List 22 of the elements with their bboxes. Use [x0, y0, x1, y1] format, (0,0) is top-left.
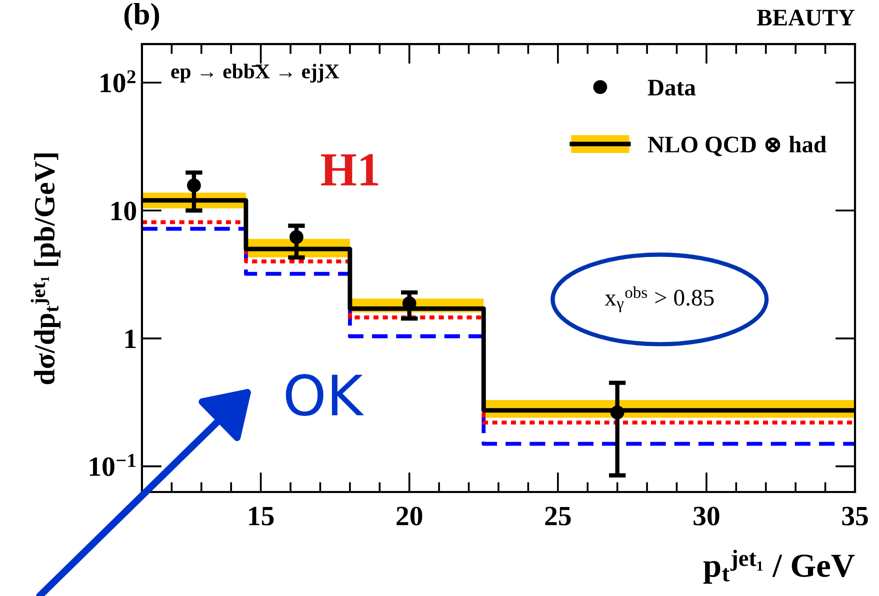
legend-label: NLO QCD ⊗ had [648, 136, 826, 156]
point [610, 405, 624, 420]
x-axis-title: p$_{t}$$^{jet₁}$ / GeV [703, 550, 855, 584]
x-tick-label: 30 [694, 506, 720, 526]
legend-label: Data [648, 80, 696, 96]
point [187, 178, 201, 192]
y-tick-label: 10$^{2}$ [100, 70, 136, 92]
annotation: OK [286, 374, 364, 416]
y-tick-label: 10 [112, 202, 136, 220]
annotation: H1 [321, 154, 378, 186]
point [290, 230, 304, 244]
x-tick-label: 35 [842, 506, 868, 526]
chart-title: (b) [124, 2, 160, 31]
y-tick-label: 1 [125, 330, 136, 348]
annotation: x$_{γ}$$^{obs}$ > 0.85 [604, 286, 714, 312]
x-tick-label: 15 [249, 506, 274, 526]
y-tick-label: 10$^{−1}$ [90, 454, 136, 476]
y-axis-title: dσ/dp$_{t}$$^{jet₁}$ [pb/GeV] [30, 153, 61, 384]
x-tick-label: 25 [545, 506, 571, 526]
x-tick-label: 20 [396, 506, 422, 526]
chart-subtitle: BEAUTY [756, 10, 855, 26]
annotation: ep → ebb̄X → ejjX [171, 64, 340, 83]
